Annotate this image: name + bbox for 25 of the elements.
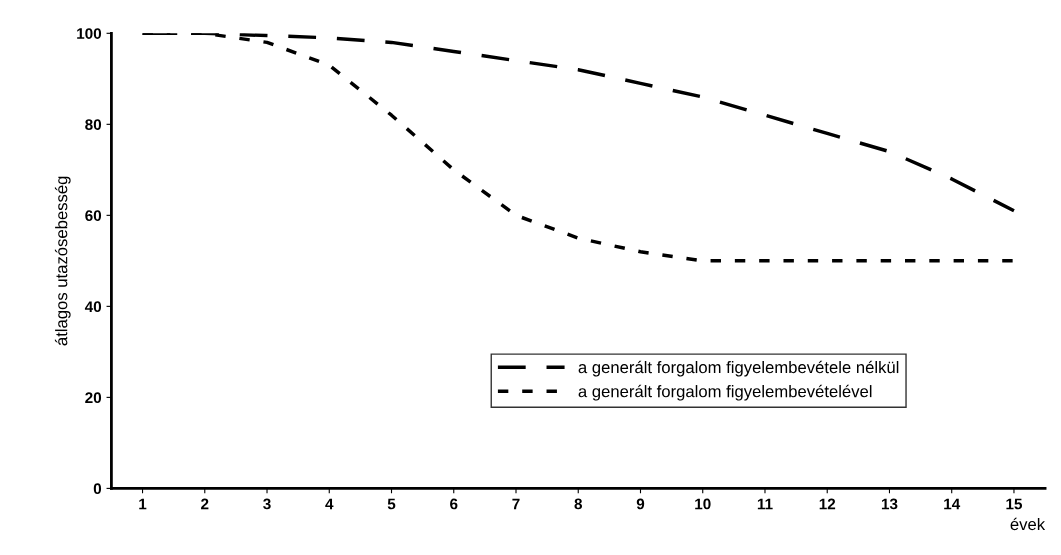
x-tick-label: 13 xyxy=(881,498,898,510)
x-tick-label: 3 xyxy=(263,498,271,510)
x-tick-label: 1 xyxy=(139,498,147,510)
x-tick-label: 15 xyxy=(1006,498,1023,510)
x-tick-label: 12 xyxy=(819,498,836,510)
x-tick-label: 11 xyxy=(757,498,773,510)
x-tick-label: 10 xyxy=(695,498,711,510)
x-axis-title: évek xyxy=(1010,517,1046,531)
y-axis-title: átlagos utazósebesség xyxy=(54,176,71,346)
x-tick-label: 9 xyxy=(636,498,645,510)
x-tick-label: 8 xyxy=(574,498,583,510)
legend-label: a generált forgalom figyelembevételével xyxy=(578,384,872,401)
y-tick-label: 40 xyxy=(84,301,102,313)
x-tick-label: 7 xyxy=(512,498,520,510)
y-tick-label: 80 xyxy=(85,119,102,131)
y-tick-label: 0 xyxy=(93,483,102,495)
x-tick-label: 14 xyxy=(944,498,961,510)
x-tick-label: 5 xyxy=(387,498,396,510)
y-tick-label: 100 xyxy=(77,28,102,39)
x-tick-label: 4 xyxy=(325,498,334,510)
legend-label: a generált forgalom figyelembevétele nélkül xyxy=(578,360,899,377)
x-tick-label: 2 xyxy=(201,498,209,510)
x-tick-label: 6 xyxy=(450,498,458,510)
y-tick-label: 20 xyxy=(85,392,102,404)
y-tick-label: 60 xyxy=(85,210,102,222)
